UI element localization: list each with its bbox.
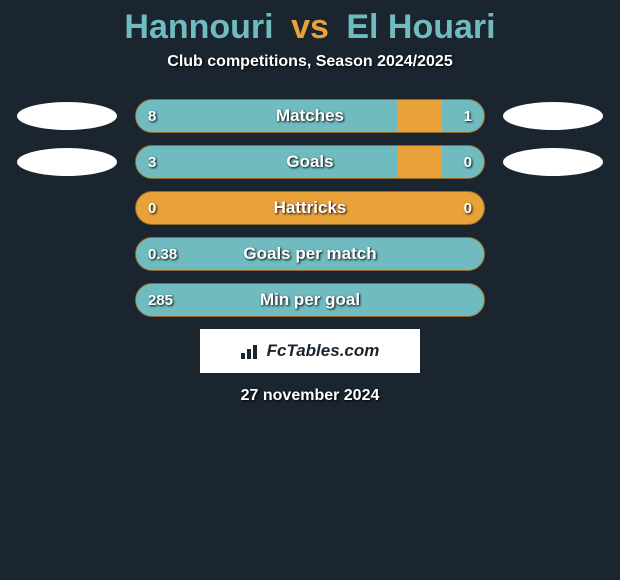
stat-row: Matches81 [0,99,620,133]
player2-oval [503,148,603,176]
stat-label: Hattricks [136,192,484,224]
stat-rows: Matches81 Goals30 Hattricks0 0 Goals per mat… [0,99,620,317]
stat-row: Hattricks0 0 [0,191,620,225]
placeholder [17,286,117,314]
player2-oval [503,102,603,130]
title-player1: Hannouri [124,8,273,47]
player1-oval [17,148,117,176]
stat-bar: Hattricks0 0 [135,191,485,225]
stat-bar-left-fill [136,146,397,178]
spacer [0,71,620,99]
placeholder [17,240,117,268]
stat-bar-right-fill [442,100,484,132]
stat-row: Goals30 [0,145,620,179]
stat-bar: Matches81 [135,99,485,133]
stat-bar-left-fill [136,100,397,132]
placeholder [503,194,603,222]
stat-bar-left-fill [136,284,484,316]
title-player2: El Houari [346,8,495,47]
stat-bar: Goals30 [135,145,485,179]
placeholder [503,286,603,314]
comparison-card: Hannouri vs El Houari Club competitions,… [0,0,620,580]
title: Hannouri vs El Houari [0,0,620,47]
stat-bar-right-fill [442,146,484,178]
stat-row: Min per goal285 [0,283,620,317]
player1-oval [17,102,117,130]
date: 27 november 2024 [0,387,620,405]
subtitle: Club competitions, Season 2024/2025 [0,53,620,71]
stat-bar: Goals per match0.38 [135,237,485,271]
stat-value-left: 0 [148,192,156,224]
brand-box[interactable]: FcTables.com [200,329,420,373]
placeholder [17,194,117,222]
stat-bar: Min per goal285 [135,283,485,317]
stat-value-right: 0 [464,192,472,224]
brand-text: FcTables.com [267,341,380,361]
title-vs: vs [291,8,329,47]
stat-bar-left-fill [136,238,484,270]
placeholder [503,240,603,268]
bar-chart-icon [241,343,261,359]
stat-row: Goals per match0.38 [0,237,620,271]
